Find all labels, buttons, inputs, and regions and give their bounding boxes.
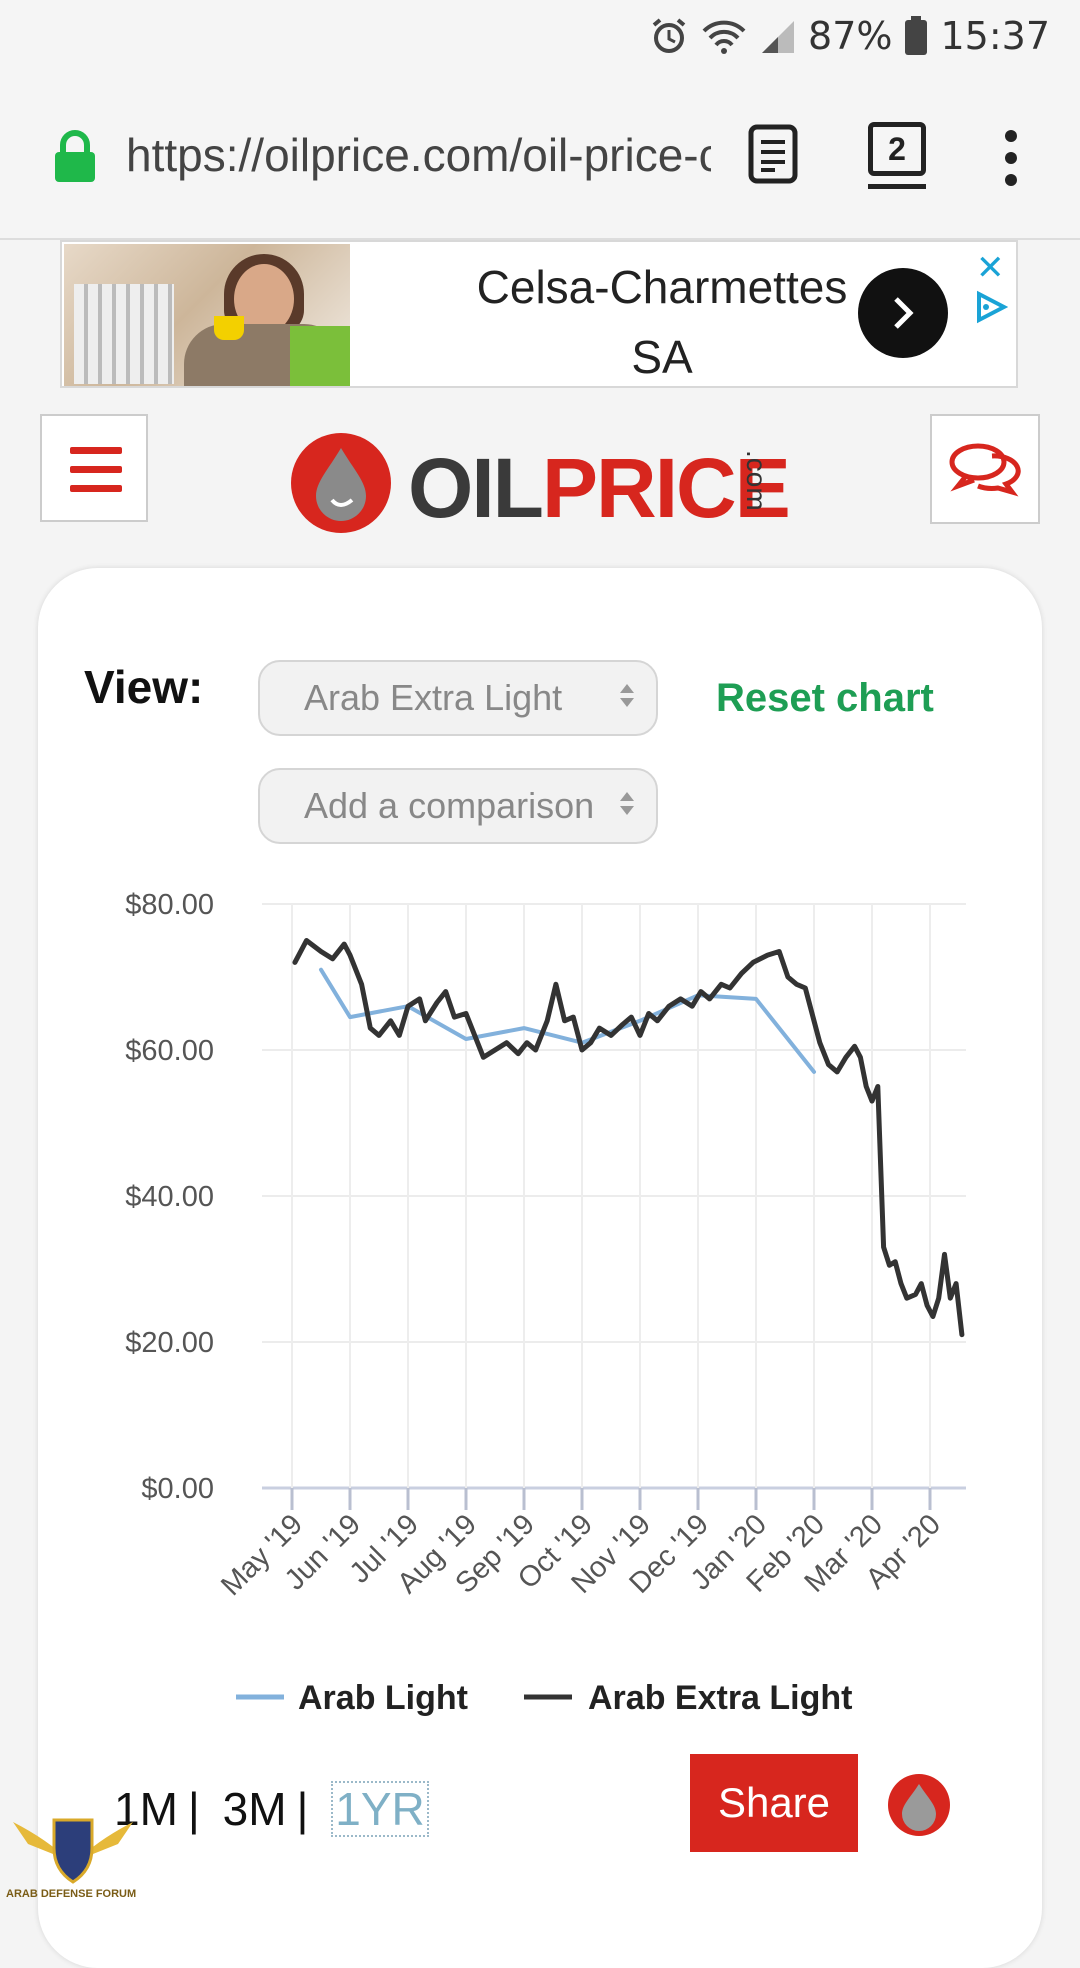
battery-percent: 87%	[808, 14, 893, 58]
ad-choices-icon[interactable]	[974, 290, 1008, 324]
forum-watermark-logo-icon	[13, 1818, 133, 1884]
chat-bubbles-icon	[949, 443, 1021, 497]
share-button[interactable]: Share	[690, 1754, 858, 1852]
comparison-select[interactable]: Add a comparison	[258, 768, 658, 844]
select-arrows-icon	[620, 792, 634, 815]
ad-close-icon[interactable]: ✕	[976, 249, 1005, 287]
battery-icon	[905, 16, 928, 55]
oilprice-logo[interactable]: OILPRICE .com	[288, 430, 791, 540]
ad-arrow-button[interactable]	[858, 268, 948, 358]
reader-mode-icon[interactable]	[748, 124, 798, 184]
overflow-menu-icon[interactable]	[1005, 130, 1017, 196]
status-icons: 87% 15:37	[650, 10, 1050, 62]
url-field[interactable]: https://oilprice.com/oil-price-charts	[126, 129, 711, 181]
lock-icon	[55, 130, 95, 182]
range-selector: 1M | 3M | 1YR	[114, 1781, 429, 1837]
tab-switcher-button[interactable]: 2	[868, 122, 926, 176]
commodity-select[interactable]: Arab Extra Light	[258, 660, 658, 736]
reset-chart-link[interactable]: Reset chart	[716, 676, 934, 720]
ad-banner[interactable]: Celsa-Charmettes SA ✕	[60, 240, 1018, 388]
watermark-text: ARAB DEFENSE FORUM	[6, 1888, 137, 1900]
logo-price-text: PRICE	[542, 441, 791, 535]
clock-time: 15:37	[940, 14, 1050, 58]
view-label: View:	[84, 661, 204, 713]
range-1m-button[interactable]: 1M	[114, 1783, 178, 1835]
range-1yr-button[interactable]: 1YR	[331, 1781, 429, 1837]
oilprice-small-logo-icon[interactable]	[886, 1772, 952, 1838]
status-bar: 87% 15:37	[0, 0, 1080, 72]
chevron-right-icon	[894, 297, 914, 329]
comments-button[interactable]	[930, 414, 1040, 524]
tab-switcher-underline	[868, 184, 926, 189]
menu-button[interactable]	[40, 414, 148, 522]
browser-toolbar: https://oilprice.com/oil-price-charts 2	[0, 72, 1080, 240]
ad-title[interactable]: Celsa-Charmettes SA	[476, 261, 848, 383]
logo-oil-text: OIL	[408, 441, 544, 535]
ad-image[interactable]	[64, 244, 350, 386]
oil-drop-logo-icon	[291, 433, 391, 533]
alarm-icon	[652, 18, 686, 53]
logo-com-text: .com	[741, 450, 772, 511]
signal-icon	[762, 21, 795, 53]
select-arrows-icon	[620, 684, 634, 707]
range-3m-button[interactable]: 3M	[222, 1783, 287, 1835]
wifi-icon	[702, 20, 746, 54]
